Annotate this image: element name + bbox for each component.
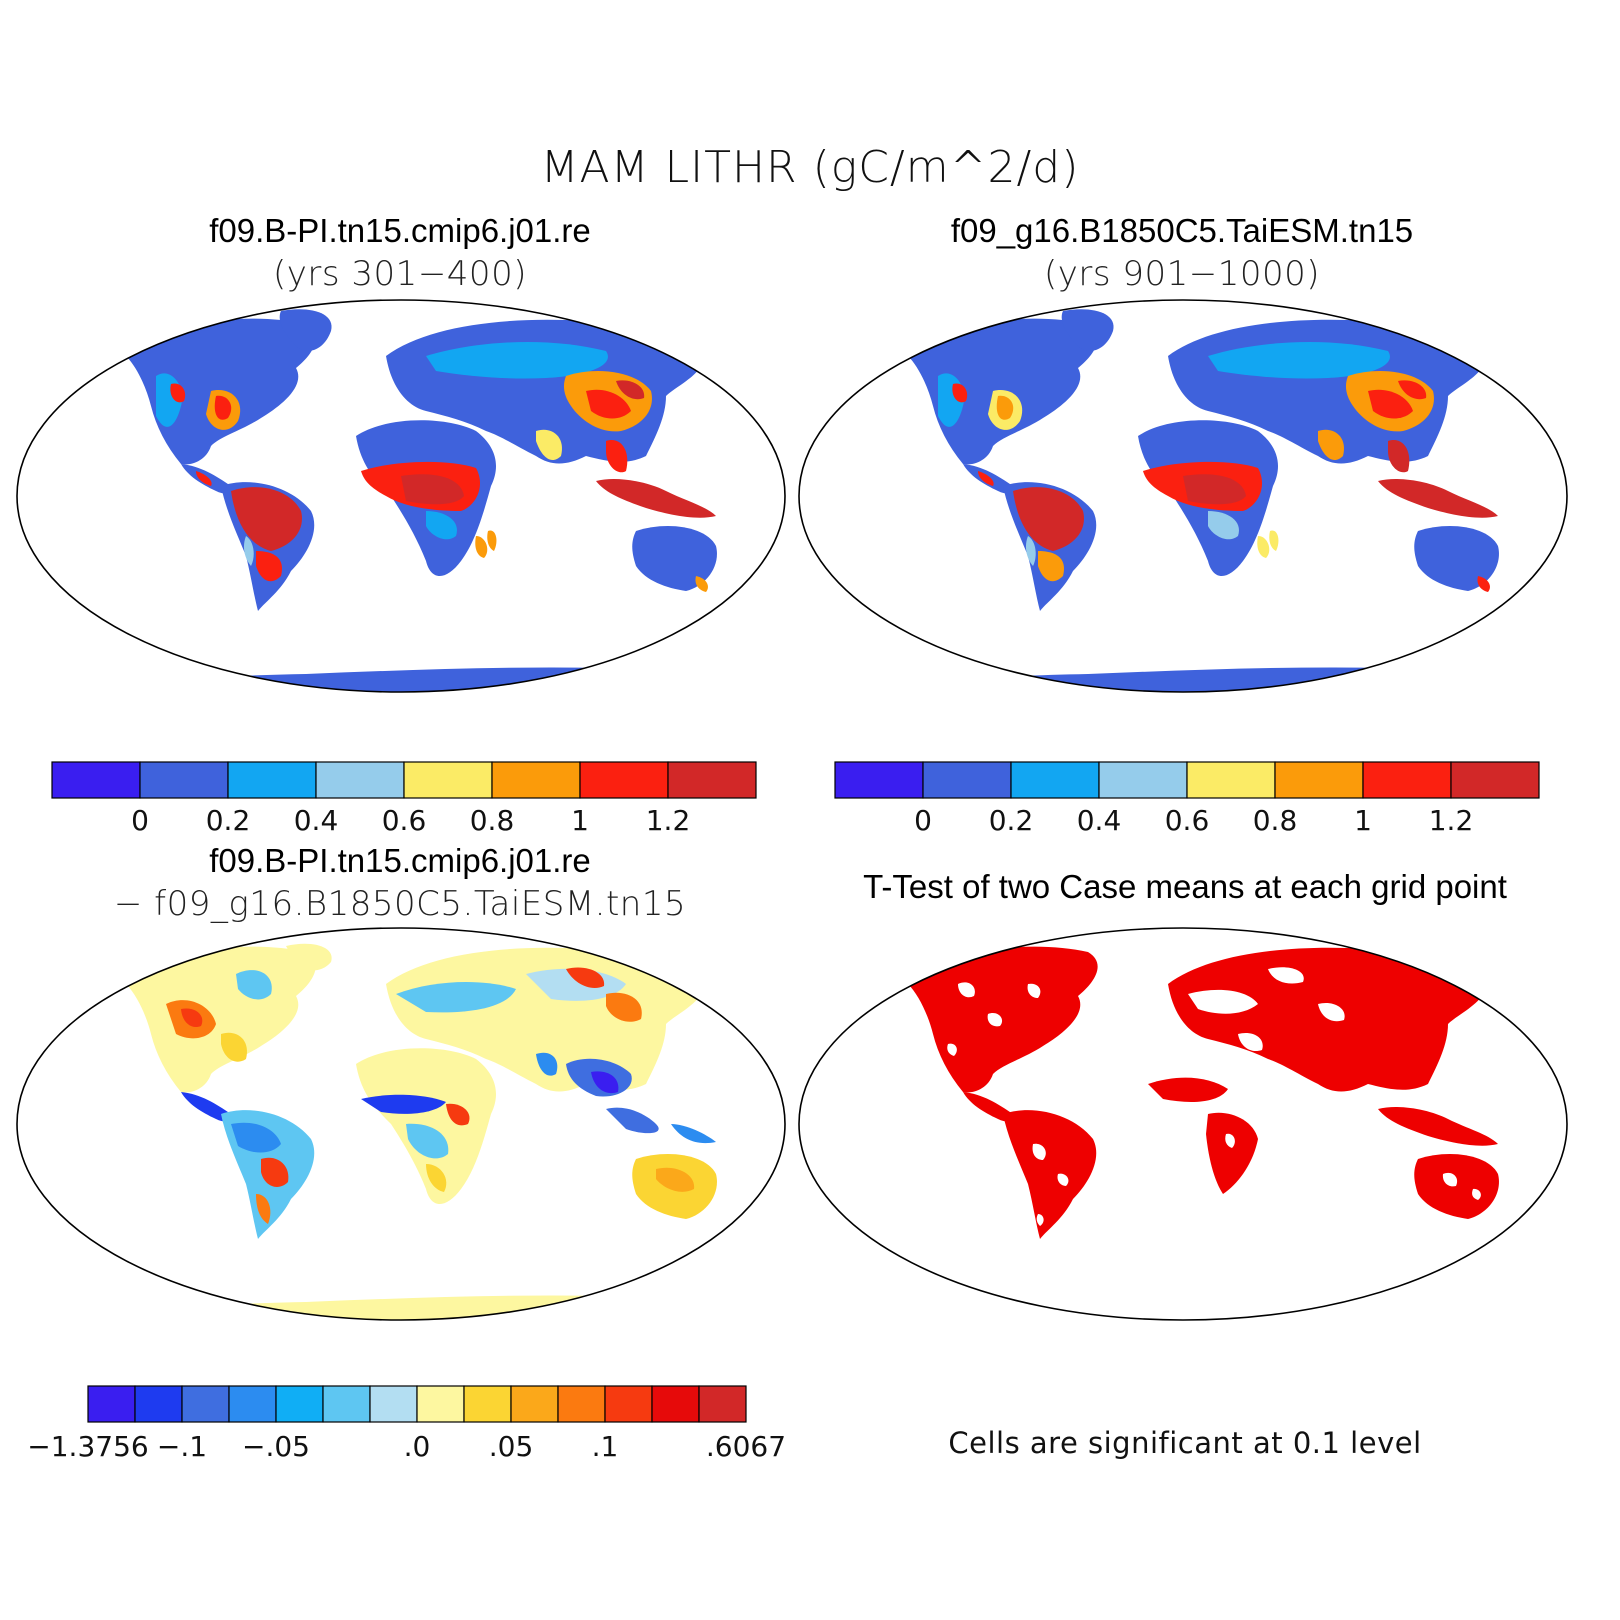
diff-subtitle: − f09_g16.B1850C5.TaiESM.tn15 [113, 884, 687, 924]
case1-colorbar-label: 1.2 [646, 804, 691, 832]
case1-land [66, 309, 785, 692]
case1-colorbar: 0 0.2 0.4 0.6 0.8 1 1.2 [51, 761, 757, 832]
diff-colorbar-label: −.1 [157, 1430, 207, 1463]
diff-map [16, 927, 786, 1321]
diff-colorbar-label: .05 [489, 1430, 534, 1463]
diff-colorbar-swatch [181, 1385, 230, 1423]
diff-colorbar-swatch [557, 1385, 606, 1423]
case1-colorbar-swatch [227, 761, 317, 799]
case2-colorbar-label: 1 [1354, 804, 1372, 832]
diff-colorbar-swatch [275, 1385, 324, 1423]
diff-colorbar: −1.3756 −.1 −.05 .0 .05 .1 .6067 [27, 1385, 786, 1463]
case1-map [16, 299, 786, 693]
case2-colorbar-label: 0.2 [989, 804, 1034, 832]
diff-colorbar-swatch [87, 1385, 136, 1423]
case1-colorbar-label: 0 [131, 804, 149, 832]
case1-colorbar-label: 0.2 [206, 804, 251, 832]
case2-colorbar-swatch [1098, 761, 1188, 799]
case1-title: f09.B-PI.tn15.cmip6.j01.re [209, 212, 591, 249]
case2-land [848, 309, 1567, 692]
greenland [279, 309, 332, 351]
diff-colorbar-swatch [322, 1385, 371, 1423]
diff-colorbar-swatch [604, 1385, 653, 1423]
case1-colorbar-swatch [315, 761, 405, 799]
case2-colorbar-swatch [1186, 761, 1276, 799]
diff-colorbar-swatch [134, 1385, 183, 1423]
case1-colorbar-label: 0.6 [382, 804, 427, 832]
diff-colorbar-label: −1.3756 [27, 1430, 148, 1463]
ttest-title: T-Test of two Case means at each grid po… [863, 868, 1507, 905]
case2-colorbar-swatch [1010, 761, 1100, 799]
case1-years: (yrs 301−400) [273, 254, 527, 294]
diff-colorbar-swatch [228, 1385, 277, 1423]
case2-colorbar-swatch [1362, 761, 1452, 799]
diff-colorbar-label: .1 [592, 1430, 619, 1463]
case2-colorbar-label: 1.2 [1429, 804, 1474, 832]
case1-colorbar-swatch [579, 761, 669, 799]
case2-colorbar-label: 0.8 [1253, 804, 1298, 832]
case1-colorbar-label: 0.4 [294, 804, 339, 832]
case1-colorbar-swatch [403, 761, 493, 799]
case2-colorbar-label: 0.6 [1165, 804, 1210, 832]
case2-colorbar-swatch [922, 761, 1012, 799]
diff-colorbar-swatch [698, 1385, 747, 1423]
case2-colorbar-swatch [1450, 761, 1540, 799]
case1-colorbar-swatch [667, 761, 757, 799]
diff-title: f09.B-PI.tn15.cmip6.j01.re [209, 842, 591, 879]
case2-title: f09_g16.B1850C5.TaiESM.tn15 [950, 212, 1414, 249]
case2-years: (yrs 901−1000) [1043, 254, 1321, 294]
diff-colorbar-swatch [463, 1385, 512, 1423]
case2-colorbar-swatch [1274, 761, 1364, 799]
case2-colorbar-swatch [834, 761, 924, 799]
case1-colorbar-label: 0.8 [470, 804, 515, 832]
case1-colorbar-swatch [51, 761, 141, 799]
diff-land [66, 943, 785, 1320]
australia [632, 526, 717, 591]
case2-colorbar-label: 0.4 [1077, 804, 1122, 832]
figure-title: MAM LITHR (gC/m^2/d) [540, 142, 1080, 193]
case1-colorbar-swatch [139, 761, 229, 799]
diff-colorbar-label: .0 [404, 1430, 431, 1463]
case2-colorbar-label: 0 [914, 804, 932, 832]
ttest-land [904, 946, 1499, 1239]
case1-colorbar-swatch [491, 761, 581, 799]
diff-colorbar-label: −.05 [242, 1430, 310, 1463]
significance-note: Cells are significant at 0.1 level [948, 1426, 1422, 1460]
case1-colorbar-label: 1 [571, 804, 589, 832]
case2-map [798, 299, 1568, 693]
diff-colorbar-label: .6067 [706, 1430, 786, 1463]
ttest-map [798, 927, 1568, 1321]
diff-colorbar-swatch [369, 1385, 418, 1423]
case2-colorbar: 0 0.2 0.4 0.6 0.8 1 1.2 [834, 761, 1540, 832]
diff-colorbar-swatch [416, 1385, 465, 1423]
diff-colorbar-swatch [651, 1385, 700, 1423]
diff-colorbar-swatch [510, 1385, 559, 1423]
